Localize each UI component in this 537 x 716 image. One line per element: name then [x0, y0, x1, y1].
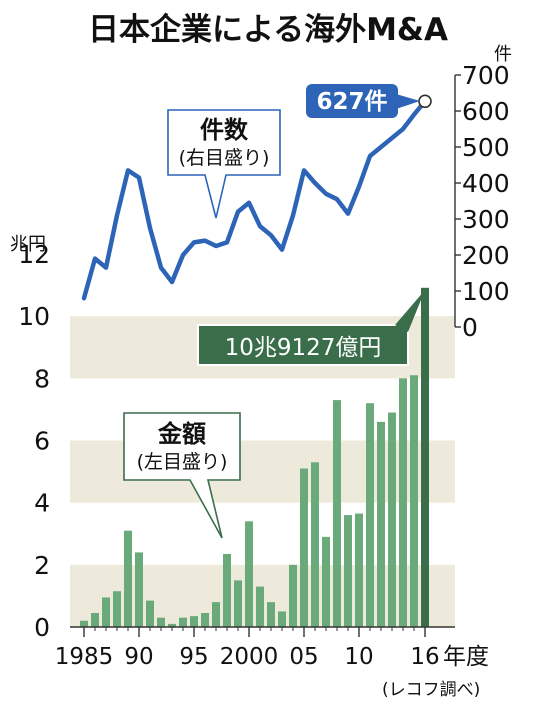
amount-callout: 金額 (左目盛り) — [123, 412, 241, 539]
amount-bar — [212, 602, 220, 627]
x-axis: 年度 (レコフ調べ) 1985 90 95 2000 05 10 16 — [55, 626, 489, 700]
amount-bar — [267, 602, 275, 627]
last-amount-label-box — [197, 324, 409, 366]
right-tick-label: 300 — [462, 205, 510, 234]
right-tick-label: 400 — [462, 169, 510, 198]
source-note: (レコフ調べ) — [382, 680, 480, 700]
amount-bar — [311, 462, 319, 627]
last-count-label-text: 627件 — [316, 89, 387, 115]
count-callout-box — [167, 109, 281, 219]
last-count-label-box — [306, 84, 398, 118]
last-count-label: 627件 — [306, 84, 420, 118]
right-axis-unit: 件 — [494, 44, 512, 65]
count-last-point — [418, 94, 432, 109]
amount-bar — [168, 623, 176, 627]
x-axis-unit: 年度 — [443, 644, 489, 670]
left-axis: 兆円 0 2 4 6 8 10 12 — [10, 234, 50, 642]
x-tick-label: 05 — [289, 644, 318, 670]
x-tick-label: 2000 — [220, 644, 279, 670]
count-callout-subtitle: (右目盛り) — [179, 147, 270, 169]
left-tick-label: 2 — [34, 551, 50, 580]
amount-bar — [410, 375, 418, 627]
amount-bar — [322, 536, 330, 627]
amount-bar — [223, 553, 231, 627]
amount-bar — [399, 378, 407, 627]
x-tick-label: 95 — [179, 644, 208, 670]
amount-bar — [80, 620, 88, 627]
amount-bar — [344, 515, 352, 627]
left-tick-label: 6 — [34, 427, 50, 456]
x-tick-label: 16 — [410, 644, 439, 670]
amount-bar — [333, 400, 341, 627]
right-axis: 件 0 100 200 300 400 500 600 700 — [454, 44, 512, 342]
right-tick-label: 0 — [462, 313, 478, 342]
x-tick-label: 10 — [344, 644, 373, 670]
left-tick-label: 4 — [34, 489, 50, 518]
amount-bar — [91, 613, 99, 627]
chart-title: 日本企業による海外M&A — [88, 12, 448, 48]
amount-callout-title: 金額 — [157, 420, 206, 448]
amount-bar — [300, 468, 308, 627]
last-amount-label: 10兆9127億円 — [197, 290, 425, 366]
right-tick-label: 100 — [462, 277, 510, 306]
right-tick-label: 500 — [462, 133, 510, 162]
amount-bar — [124, 530, 132, 627]
amount-bar — [113, 591, 121, 627]
count-callout-title: 件数 — [200, 116, 249, 144]
amount-bar — [201, 613, 209, 627]
amount-bar — [355, 513, 363, 627]
left-axis-unit: 兆円 — [10, 234, 46, 255]
left-tick-label: 10 — [18, 302, 50, 331]
amount-bar — [421, 287, 429, 627]
amount-bar — [146, 600, 154, 627]
last-amount-label-text: 10兆9127億円 — [225, 335, 382, 361]
x-tick-label: 1985 — [55, 644, 114, 670]
amount-bar — [179, 617, 187, 627]
amount-callout-subtitle: (左目盛り) — [137, 451, 228, 473]
amount-bars — [80, 287, 429, 627]
right-tick-label: 600 — [462, 97, 510, 126]
amount-callout-box — [123, 412, 241, 539]
left-tick-label: 8 — [34, 364, 50, 393]
amount-bar — [157, 617, 165, 627]
amount-bar — [278, 611, 286, 627]
amount-bar — [289, 564, 297, 627]
count-series-line — [81, 99, 428, 301]
amount-bar — [190, 616, 198, 627]
amount-bar — [102, 597, 110, 627]
amount-bar — [256, 586, 264, 627]
amount-bar — [388, 412, 396, 627]
x-tick-label: 90 — [124, 644, 153, 670]
amount-bar — [377, 421, 385, 627]
count-callout: 件数 (右目盛り) — [167, 109, 281, 219]
right-tick-label: 700 — [462, 61, 510, 90]
amount-bar — [135, 552, 143, 627]
amount-bar — [366, 403, 374, 627]
last-count-label-pointer — [396, 94, 420, 109]
right-tick-label: 200 — [462, 241, 510, 270]
left-tick-label: 0 — [34, 613, 50, 642]
left-tick-label: 12 — [18, 240, 50, 269]
count-line — [81, 94, 432, 301]
amount-bar — [234, 580, 242, 627]
last-amount-label-pointer — [395, 290, 425, 332]
amount-bar — [245, 521, 253, 627]
